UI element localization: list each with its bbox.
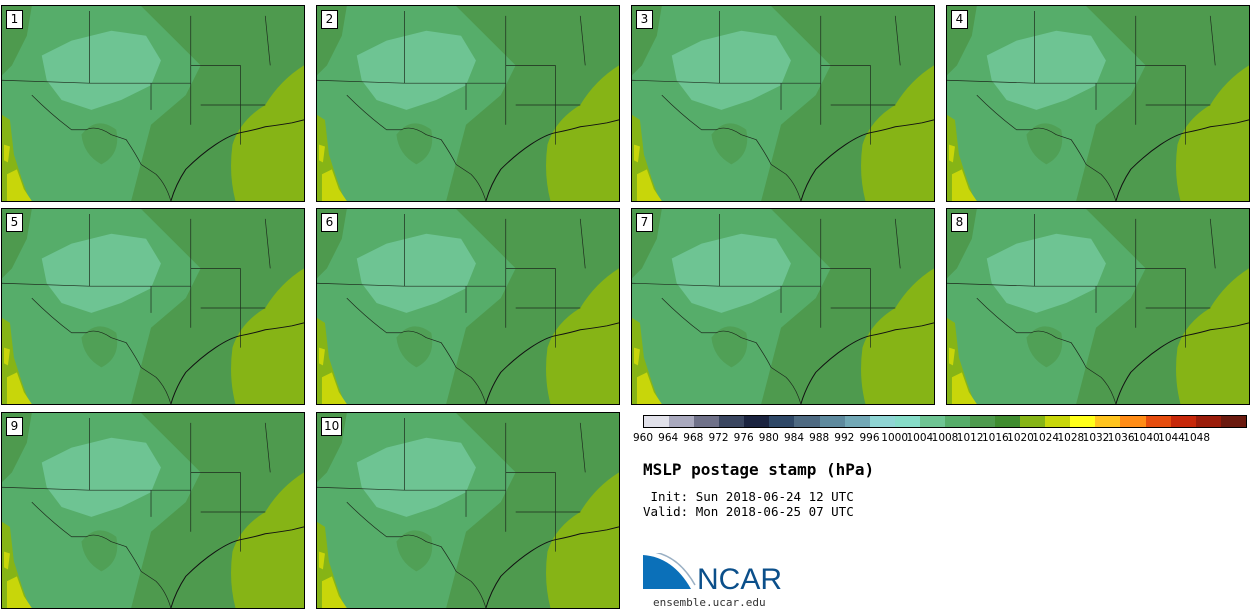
colorbar-tick-label: 1008 <box>931 432 959 444</box>
member-number-label: 1 <box>6 10 23 29</box>
colorbar-swatch <box>694 416 720 427</box>
mslp-map <box>2 6 304 201</box>
member-number-label: 3 <box>636 10 653 29</box>
colorbar-tick-labels: 960 964 968 972 976 980 984 988 992 996 1000 1004 10… <box>633 432 1247 446</box>
colorbar-swatch <box>719 416 745 427</box>
mslp-map <box>2 209 304 404</box>
ncar-logo: NCAR <box>643 553 782 595</box>
colorbar-tick-label: 1032 <box>1082 432 1110 444</box>
colorbar-tick-label: 968 <box>683 432 704 444</box>
colorbar-tick-label: 960 <box>632 432 654 444</box>
ensemble-url: ensemble.ucar.edu <box>653 596 766 609</box>
colorbar-swatch <box>819 416 845 427</box>
colorbar-tick-label: 996 <box>859 432 880 444</box>
ensemble-member-panel[interactable]: 3 <box>631 5 935 202</box>
mslp-map <box>632 209 934 404</box>
colorbar-tick-label: 1040 <box>1132 432 1160 444</box>
mslp-map <box>947 209 1249 404</box>
colorbar-swatch <box>1145 416 1171 427</box>
mslp-map <box>317 413 619 608</box>
member-number-label: 10 <box>321 417 343 436</box>
mslp-map <box>317 209 619 404</box>
mslp-map <box>632 6 934 201</box>
colorbar-swatch <box>995 416 1021 427</box>
ensemble-member-panel[interactable]: 4 <box>946 5 1250 202</box>
colorbar-swatch <box>644 416 670 427</box>
colorbar-tick-label: 1028 <box>1057 432 1085 444</box>
colorbar-tick-label: 1044 <box>1158 432 1185 444</box>
mslp-map <box>947 6 1249 201</box>
colorbar-tick-label: 992 <box>834 432 855 444</box>
valid-time-line: Valid: Mon 2018-06-25 07 UTC <box>643 504 854 519</box>
colorbar-tick-label: 972 <box>708 432 729 444</box>
member-number-label: 4 <box>951 10 968 29</box>
colorbar-swatch <box>769 416 795 427</box>
colorbar-swatch <box>894 416 920 427</box>
colorbar-swatch <box>744 416 770 427</box>
colorbar-tick-label: 976 <box>733 432 754 444</box>
plot-title: MSLP postage stamp (hPa) <box>643 460 875 479</box>
colorbar-tick-label: 1024 <box>1032 432 1060 444</box>
colorbar-tick-label: 988 <box>809 432 830 444</box>
member-number-label: 9 <box>6 417 23 436</box>
colorbar-swatch <box>669 416 695 427</box>
init-label: Init: <box>643 489 689 504</box>
colorbar-tick-label: 1020 <box>1007 432 1034 444</box>
ensemble-member-panel[interactable]: 5 <box>1 208 305 405</box>
ensemble-member-panel[interactable]: 10 <box>316 412 620 609</box>
colorbar-tick-label: 980 <box>758 432 779 444</box>
member-number-label: 6 <box>321 213 338 232</box>
colorbar-swatch <box>1220 416 1246 427</box>
colorbar-swatch <box>869 416 895 427</box>
init-time: Sun 2018-06-24 12 UTC <box>695 489 854 504</box>
colorbar-swatch <box>1120 416 1146 427</box>
colorbar-swatch <box>919 416 945 427</box>
colorbar-swatch <box>794 416 820 427</box>
colorbar-tick-label: 1004 <box>906 432 934 444</box>
colorbar-swatch <box>944 416 971 427</box>
ensemble-member-panel[interactable]: 9 <box>1 412 305 609</box>
mslp-map <box>317 6 619 201</box>
colorbar-tick-label: 964 <box>658 432 679 444</box>
colorbar-tick-label: 1036 <box>1107 432 1135 444</box>
colorbar-swatch <box>1020 416 1046 427</box>
member-number-label: 2 <box>321 10 338 29</box>
ensemble-member-panel[interactable]: 7 <box>631 208 935 405</box>
colorbar-tick-label: 984 <box>783 432 805 444</box>
member-number-label: 5 <box>6 213 23 232</box>
member-number-label: 7 <box>636 213 653 232</box>
colorbar-swatch <box>1170 416 1196 427</box>
colorbar-tick-label: 1012 <box>956 432 984 444</box>
colorbar-tick-label: 1000 <box>881 432 909 444</box>
colorbar-swatch <box>1045 416 1071 427</box>
colorbar-tick-label: 1016 <box>981 432 1009 444</box>
init-time-line: Init: Sun 2018-06-24 12 UTC <box>643 489 854 504</box>
colorbar-swatch <box>1195 416 1221 427</box>
ensemble-member-panel[interactable]: 2 <box>316 5 620 202</box>
ensemble-member-panel[interactable]: 6 <box>316 208 620 405</box>
ensemble-member-panel[interactable]: 8 <box>946 208 1250 405</box>
ensemble-member-panel[interactable]: 1 <box>1 5 305 202</box>
colorbar-swatch <box>1095 416 1121 427</box>
colorbar-swatch <box>1070 416 1096 427</box>
valid-time: Mon 2018-06-25 07 UTC <box>695 504 854 519</box>
member-number-label: 8 <box>951 213 968 232</box>
colorbar-swatch <box>844 416 870 427</box>
ncar-logo-text: NCAR <box>697 563 782 595</box>
colorbar-swatch <box>970 416 996 427</box>
colorbar-tick-label: 1048 <box>1183 432 1211 444</box>
mslp-map <box>2 413 304 608</box>
colorbar <box>643 415 1247 428</box>
valid-label: Valid: <box>643 504 689 519</box>
